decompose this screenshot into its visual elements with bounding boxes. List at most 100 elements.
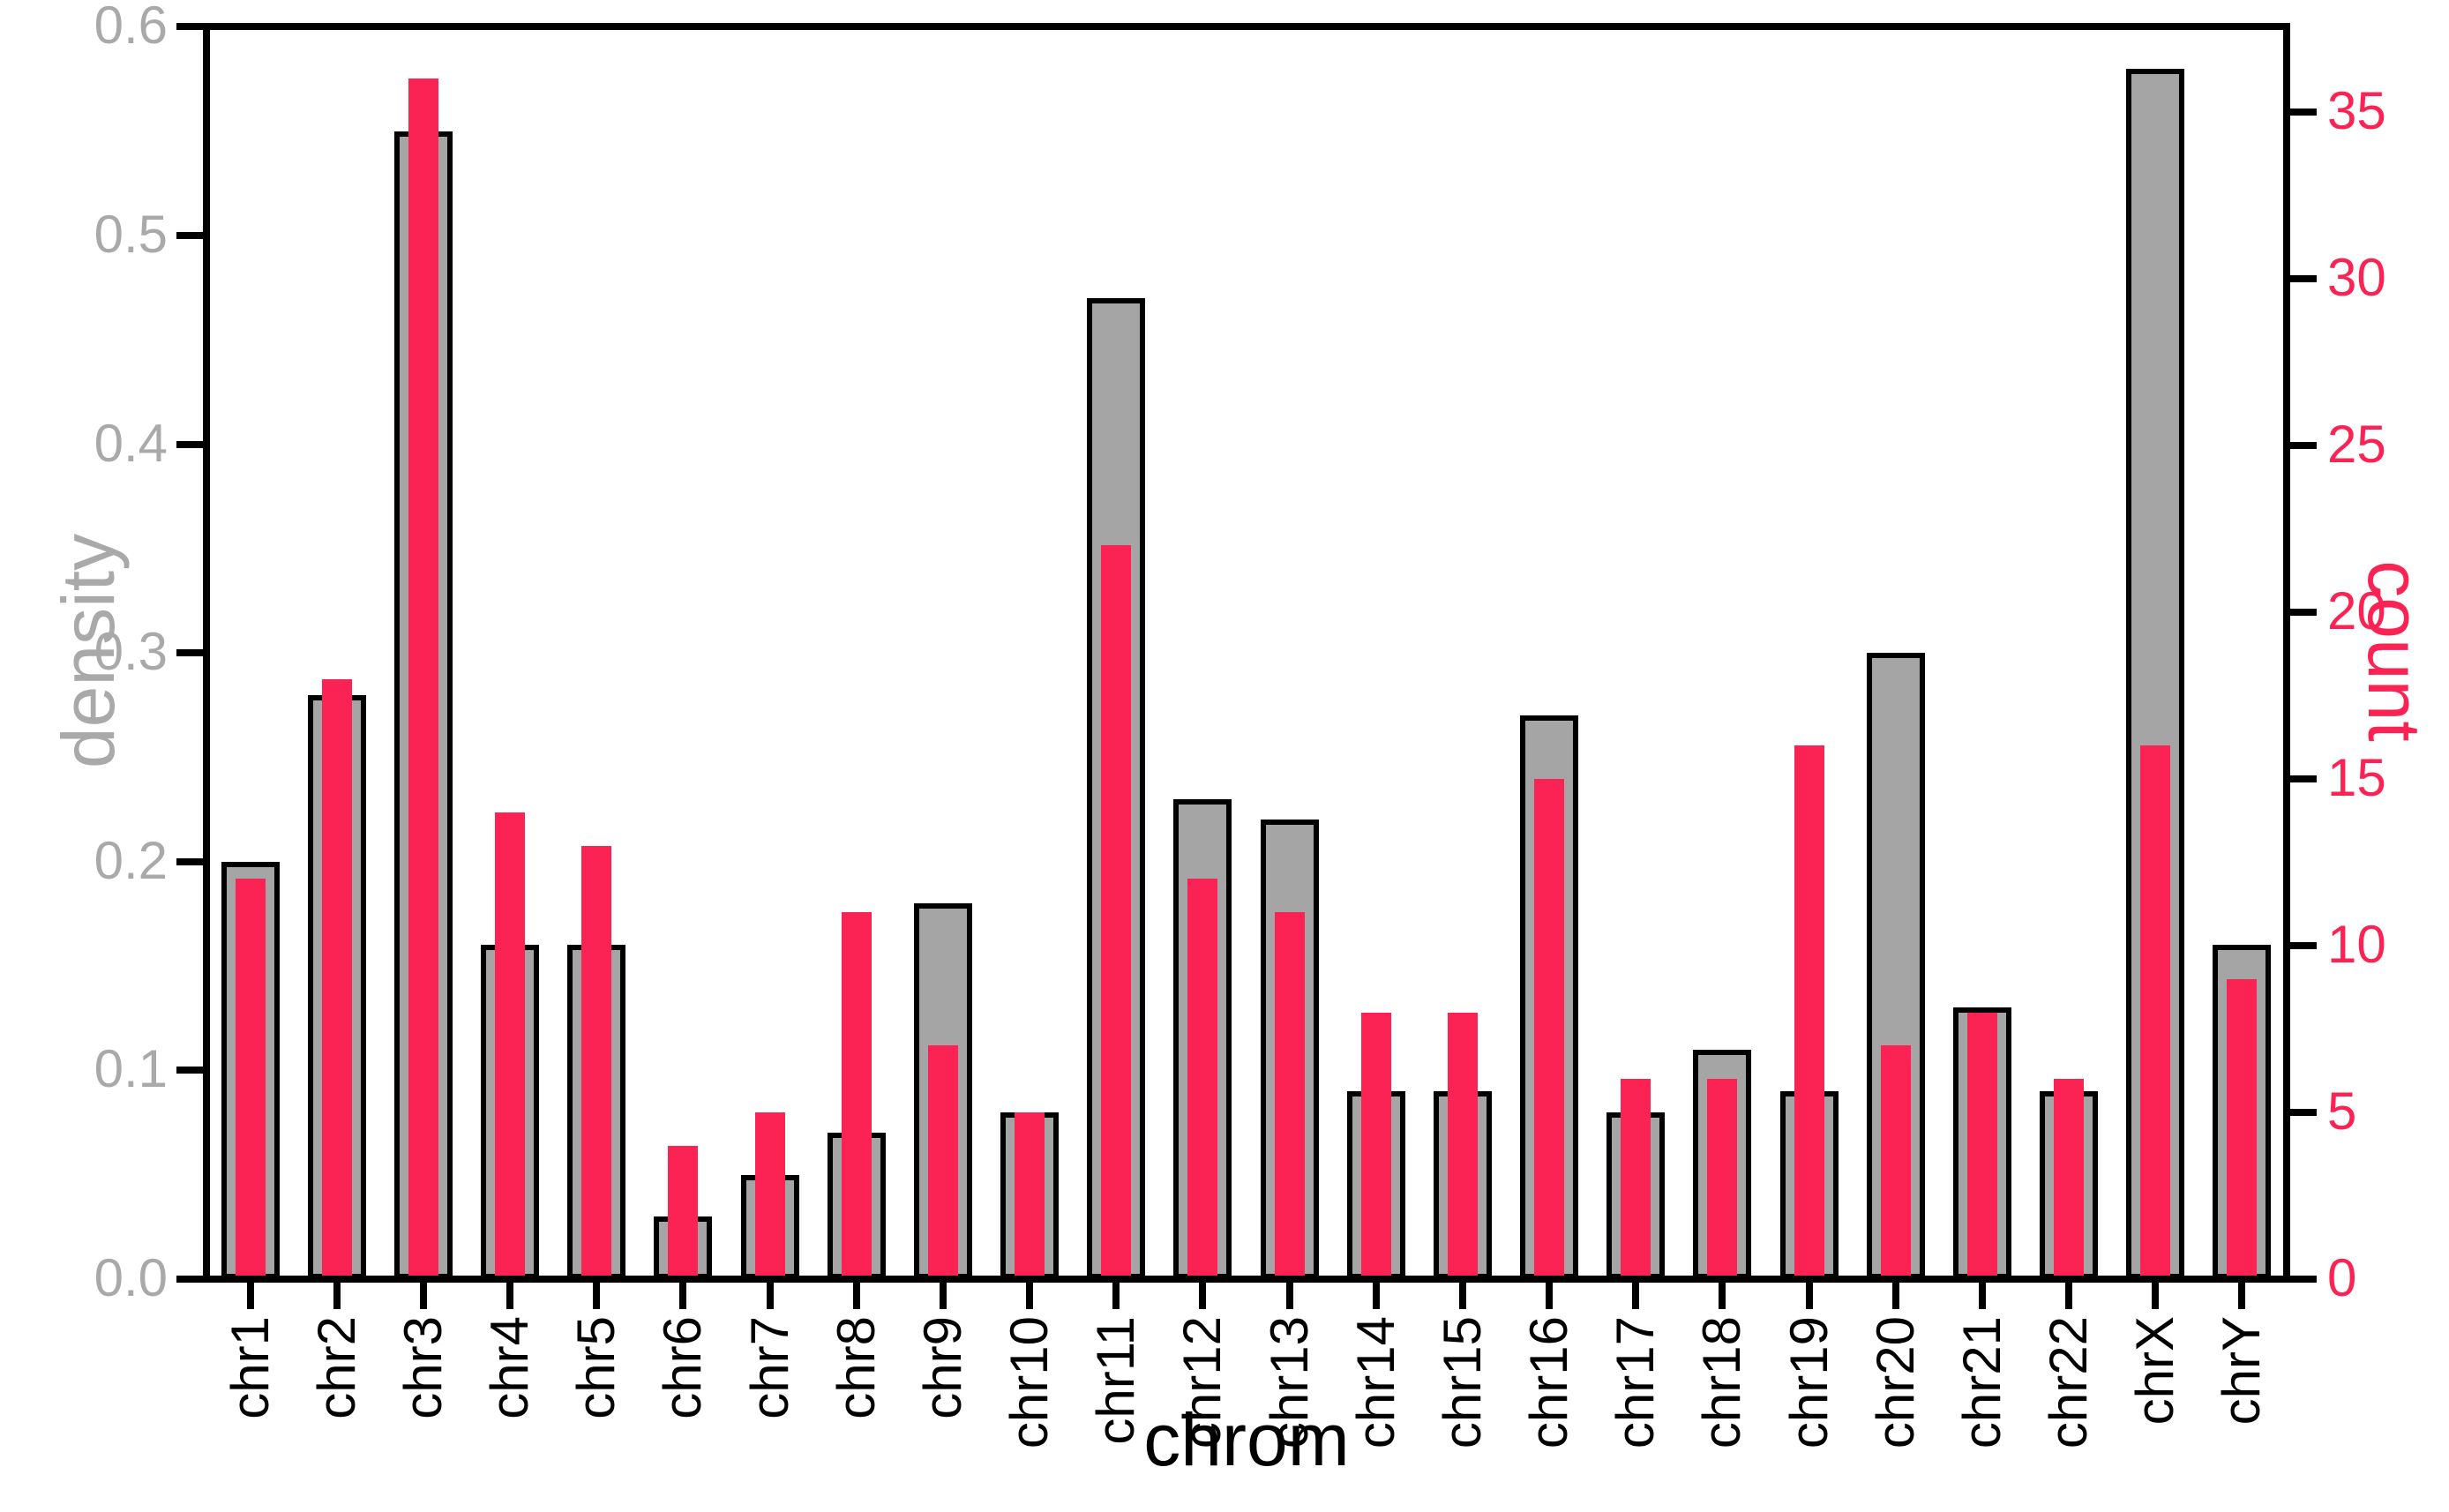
count-bar-chr16	[1534, 779, 1565, 1279]
y-left-tick	[176, 857, 203, 865]
x-tick	[2065, 1283, 2073, 1309]
count-bar-chr20	[1880, 1045, 1911, 1279]
count-bar-chr21	[1966, 1013, 1997, 1279]
x-tick-label-chr8: chr8	[826, 1316, 886, 1419]
x-tick-label-chr13: chr13	[1259, 1316, 1319, 1449]
panel-top-line	[203, 23, 2290, 30]
x-tick	[2152, 1283, 2160, 1309]
y-right-tick-label: 30	[2327, 248, 2386, 307]
y-right-tick-label: 10	[2327, 915, 2386, 974]
y-left-tick-label: 0.5	[94, 205, 168, 264]
y-right-tick-label: 35	[2327, 81, 2386, 140]
y-left-tick-label: 0.4	[94, 413, 168, 473]
x-tick	[506, 1283, 513, 1309]
y-left-tick	[176, 1067, 203, 1074]
y-left-axis-line	[203, 23, 210, 1283]
x-tick-label-chr3: chr3	[393, 1316, 453, 1419]
y-left-tick-label: 0.0	[94, 1248, 168, 1307]
y-left-tick-label: 0.6	[94, 0, 168, 56]
count-bar-chr17	[1621, 1079, 1651, 1279]
x-tick-label-chr17: chr17	[1606, 1316, 1666, 1449]
count-bar-chrX	[2140, 745, 2171, 1279]
y-right-tick	[2290, 609, 2317, 616]
count-bar-chrY	[2227, 979, 2258, 1279]
x-tick-label-chrY: chrY	[2212, 1316, 2272, 1426]
y-left-tick	[176, 440, 203, 448]
count-bar-chr11	[1101, 545, 1132, 1279]
y-right-tick	[2290, 109, 2317, 116]
x-tick	[1719, 1283, 1726, 1309]
x-tick-label-chr6: chr6	[653, 1316, 713, 1419]
count-bar-chr18	[1707, 1079, 1738, 1279]
x-tick	[679, 1283, 687, 1309]
x-tick-label-chr21: chr21	[1951, 1316, 2011, 1449]
x-tick-label-chr5: chr5	[566, 1316, 626, 1419]
x-tick	[1632, 1283, 1640, 1309]
y-left-tick	[176, 232, 203, 239]
x-tick	[1112, 1283, 1120, 1309]
count-bar-chr4	[495, 812, 525, 1279]
count-bar-chr13	[1274, 912, 1305, 1279]
count-bar-chr15	[1447, 1013, 1478, 1279]
y-left-tick-label: 0.1	[94, 1039, 168, 1099]
count-bar-chr1	[235, 879, 266, 1279]
x-tick-label-chr7: chr7	[739, 1316, 799, 1419]
x-tick-label-chr9: chr9	[912, 1316, 972, 1419]
x-tick	[246, 1283, 254, 1309]
y-left-tick-label: 0.2	[94, 830, 168, 890]
x-tick-label-chr10: chr10	[1000, 1316, 1060, 1449]
x-tick-label-chr16: chr16	[1519, 1316, 1579, 1449]
y-right-tick	[2290, 442, 2317, 449]
y-right-tick	[2290, 275, 2317, 282]
x-tick-label-chr18: chr18	[1692, 1316, 1752, 1449]
y-right-tick-label: 0	[2327, 1248, 2357, 1307]
y-right-tick-label: 5	[2327, 1082, 2357, 1141]
x-tick	[766, 1283, 774, 1309]
count-bar-chr19	[1794, 745, 1824, 1279]
x-tick	[1458, 1283, 1466, 1309]
y-left-tick	[176, 1276, 203, 1283]
x-tick	[1805, 1283, 1813, 1309]
x-tick	[333, 1283, 341, 1309]
x-tick	[2238, 1283, 2246, 1309]
y-right-tick	[2290, 1109, 2317, 1116]
x-tick	[1285, 1283, 1293, 1309]
x-tick	[1199, 1283, 1207, 1309]
y-right-tick	[2290, 1276, 2317, 1283]
x-tick-label-chr20: chr20	[1865, 1316, 1925, 1449]
x-tick-label-chr2: chr2	[306, 1316, 366, 1419]
y-left-tick-label: 0.3	[94, 622, 168, 682]
x-axis-line	[203, 1276, 2290, 1283]
y-right-tick-label: 15	[2327, 748, 2386, 807]
count-bar-chr5	[581, 846, 612, 1279]
x-tick	[939, 1283, 947, 1309]
y-right-tick	[2290, 942, 2317, 949]
x-tick	[593, 1283, 601, 1309]
count-bar-chr3	[408, 79, 438, 1279]
x-tick-label-chr14: chr14	[1345, 1316, 1405, 1449]
x-tick	[419, 1283, 427, 1309]
y-right-tick-label: 25	[2327, 415, 2386, 474]
x-tick-label-chr15: chr15	[1432, 1316, 1492, 1449]
y-right-tick-label: 20	[2327, 581, 2386, 640]
y-right-tick	[2290, 775, 2317, 782]
x-tick-label-chrX: chrX	[2125, 1316, 2185, 1426]
x-tick-label-chr12: chr12	[1172, 1316, 1232, 1449]
count-bar-chr7	[754, 1112, 785, 1279]
x-axis-title: chrom	[1143, 1398, 1350, 1481]
count-bar-chr12	[1187, 879, 1218, 1279]
x-tick	[1546, 1283, 1554, 1309]
x-tick-label-chr19: chr19	[1779, 1316, 1839, 1449]
x-tick	[1026, 1283, 1034, 1309]
x-tick-label-chr4: chr4	[480, 1316, 539, 1419]
x-tick-label-chr22: chr22	[2039, 1316, 2099, 1449]
x-tick-label-chr11: chr11	[1086, 1316, 1146, 1445]
y-left-tick	[176, 23, 203, 31]
count-bar-chr8	[841, 912, 872, 1279]
y-left-tick	[176, 649, 203, 657]
x-tick	[1978, 1283, 1986, 1309]
count-bar-chr10	[1015, 1112, 1045, 1279]
x-tick	[852, 1283, 860, 1309]
x-tick	[1372, 1283, 1380, 1309]
